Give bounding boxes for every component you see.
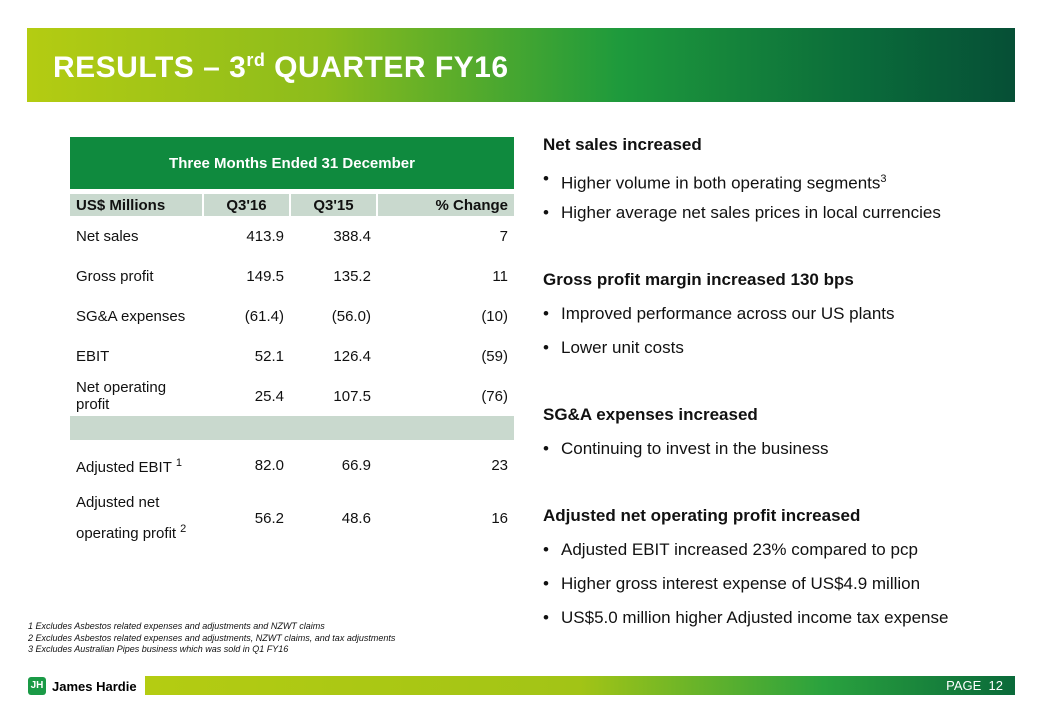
table-cell: Net operating profit [76, 379, 167, 413]
table-cell: 7 [499, 227, 508, 245]
table-row: Adjusted EBIT 1 82.0 66.9 23 [70, 440, 514, 490]
commentary-bullet: Lower unit costs [543, 337, 1023, 371]
footnote: 2 Excludes Asbestos related expenses and… [28, 632, 396, 643]
table-cell: EBIT [76, 347, 110, 365]
title-sup: rd [246, 50, 266, 70]
title-rest: QUARTER FY16 [265, 51, 509, 84]
table-row: Net operating profit 25.4 107.5 (76) [70, 376, 514, 416]
table-cell: Adjusted EBIT 1 [76, 456, 183, 476]
table-header: US$ Millions Q3'16 Q3'15 % Change [70, 194, 514, 216]
table-cell: 56.2 [254, 510, 284, 527]
table-cell: SG&A expenses [76, 307, 186, 325]
table-cell: 135.2 [333, 267, 371, 285]
commentary-heading: Gross profit margin increased 130 bps [543, 270, 854, 289]
commentary-heading: Net sales increased [543, 135, 702, 154]
table-cell: (10) [481, 307, 508, 325]
table-caption: Three Months Ended 31 December [70, 137, 514, 189]
commentary-heading: Adjusted net operating profit increased [543, 506, 861, 525]
commentary-bullet: Higher average net sales prices in local… [543, 202, 1023, 236]
table-cell: 16 [491, 510, 508, 527]
table-cell: 48.6 [341, 510, 371, 527]
footer-bar: PAGE 12 [145, 676, 1015, 695]
table-cell: Gross profit [76, 267, 154, 285]
page-number: PAGE 12 [946, 678, 1003, 693]
title-main: RESULTS – 3 [53, 51, 247, 84]
table-cell: 11 [492, 267, 508, 285]
commentary-bullet: Continuing to invest in the business [543, 438, 1023, 472]
results-table: Three Months Ended 31 December US$ Milli… [70, 137, 514, 547]
footnote: 3 Excludes Australian Pipes business whi… [28, 644, 289, 654]
commentary-bullet: Improved performance across our US plant… [543, 303, 1023, 337]
table-cell: Adjusted net operating profit 2 [76, 494, 187, 542]
james-hardie-logo: JH James Hardie [28, 677, 137, 695]
commentary-heading: SG&A expenses increased [543, 405, 758, 424]
header-cell: Q3'15 [288, 194, 377, 216]
commentary: Net sales increased Higher volume in both… [543, 134, 1023, 641]
table-cell: 126.4 [333, 347, 371, 365]
logo-icon: JH [28, 677, 46, 695]
table-row: Adjusted net operating profit 2 56.2 48.6 16 [70, 490, 514, 547]
table-cell: (76) [481, 387, 508, 405]
table-row: Gross profit 149.5 135.2 11 [70, 256, 514, 296]
page-title: RESULTS – 3rd QUARTER FY16 [53, 50, 509, 85]
commentary-bullet: Higher volume in both operating segments… [543, 168, 1023, 202]
table-cell: (61.4) [244, 307, 284, 325]
logo-text: James Hardie [52, 678, 137, 694]
table-cell: 23 [491, 456, 508, 474]
table-cell: 107.5 [333, 387, 371, 405]
header-cell: Q3'16 [202, 194, 290, 216]
commentary-bullet: Adjusted EBIT increased 23% compared to … [543, 539, 1023, 573]
title-banner: RESULTS – 3rd QUARTER FY16 [27, 28, 1015, 102]
header-cell: US$ Millions [70, 194, 203, 216]
table-row: Net sales 413.9 388.4 7 [70, 216, 514, 256]
table-cell: 66.9 [341, 456, 371, 474]
table-cell: (59) [481, 347, 508, 365]
table-cell: (56.0) [331, 307, 371, 325]
table-row: SG&A expenses (61.4) (56.0) (10) [70, 296, 514, 336]
table-row: EBIT 52.1 126.4 (59) [70, 336, 514, 376]
table-cell: 149.5 [246, 267, 284, 285]
table-cell: 25.4 [254, 387, 284, 405]
table-cell: 388.4 [333, 227, 371, 245]
commentary-bullet: US$5.0 million higher Adjusted income ta… [543, 607, 1023, 641]
table-cell: Net sales [76, 227, 139, 245]
header-cell: % Change [375, 194, 514, 216]
footnotes: 1 Excludes Asbestos related expenses and… [28, 621, 395, 656]
commentary-bullet: Higher gross interest expense of US$4.9 … [543, 573, 1023, 607]
table-cell: 413.9 [246, 227, 284, 245]
table-cell: 82.0 [254, 456, 284, 474]
table-cell: 52.1 [254, 347, 284, 365]
footnote: 1 Excludes Asbestos related expenses and… [28, 621, 325, 631]
